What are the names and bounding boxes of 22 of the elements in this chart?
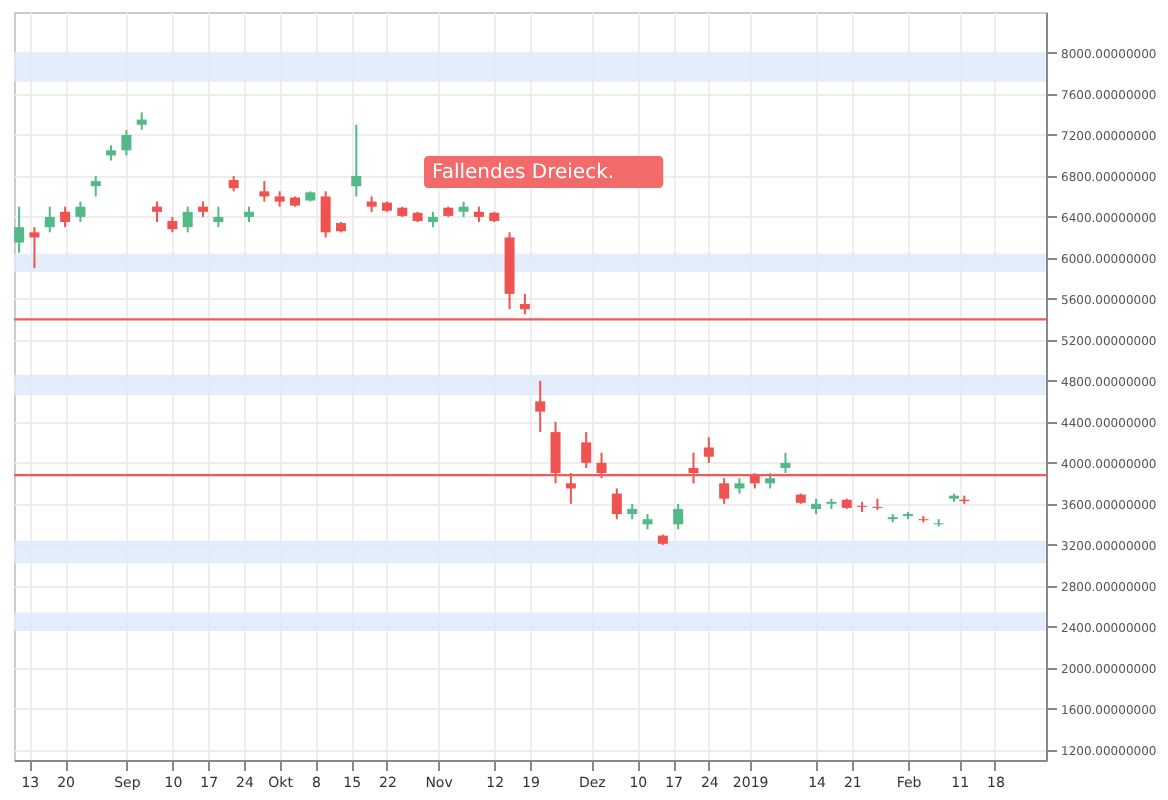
candlestick xyxy=(857,500,868,514)
candlestick xyxy=(519,292,530,316)
candlestick xyxy=(611,487,622,521)
candlestick xyxy=(703,436,714,464)
annotation: Fallendes Dreieck. xyxy=(432,162,615,184)
candlestick xyxy=(44,205,55,234)
candlestick xyxy=(673,502,684,531)
candlestick xyxy=(213,205,224,229)
candlestick xyxy=(90,174,101,198)
candlestick xyxy=(182,205,193,234)
candlestick xyxy=(60,205,71,229)
candlestick xyxy=(535,379,546,434)
candlestick xyxy=(152,200,163,224)
candlestick xyxy=(121,128,132,157)
candlestick xyxy=(75,200,86,224)
candlestick xyxy=(780,451,791,475)
candlestick xyxy=(320,190,331,239)
candlestick xyxy=(581,431,592,469)
candlestick xyxy=(29,226,40,270)
candlestick xyxy=(14,205,25,254)
candlestick xyxy=(259,180,270,203)
candlestick xyxy=(351,123,362,198)
